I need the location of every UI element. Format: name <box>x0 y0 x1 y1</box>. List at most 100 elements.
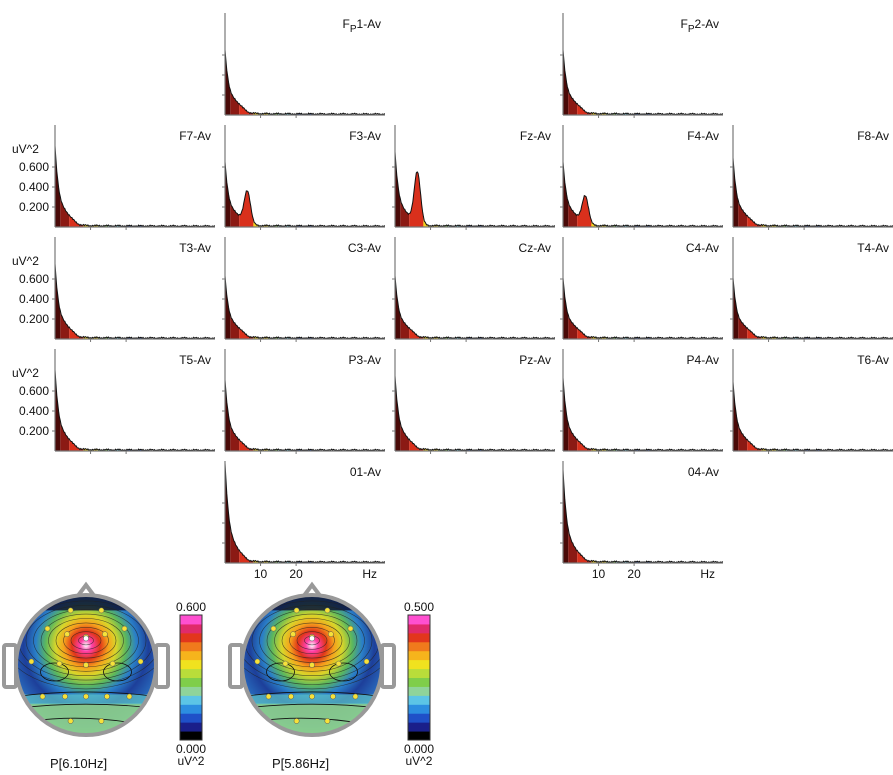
spectrum-line <box>562 377 723 452</box>
panel-label: P3-Av <box>349 353 381 367</box>
spectrum-panel: Pz-Av <box>392 349 555 454</box>
topo-frontal-low <box>16 595 156 611</box>
contour-line <box>251 604 373 676</box>
electrode-dot <box>67 718 74 724</box>
band-area <box>239 327 254 339</box>
colorbar-segment <box>408 668 430 678</box>
colorbar-segment <box>408 632 430 643</box>
band-area <box>60 196 70 227</box>
colorbar-unit-label: uV^2 <box>178 754 205 768</box>
spectrum-panel: P4-Av <box>560 349 723 454</box>
electrode-dot <box>293 607 300 614</box>
spectrum-line <box>54 263 215 340</box>
contour-line <box>33 609 139 672</box>
band-area <box>747 439 762 451</box>
y-unit-label: uV^2 <box>12 142 39 156</box>
spectrum-line <box>224 379 385 452</box>
colorbar-unit-label: uV^2 <box>406 754 433 768</box>
band-area <box>409 439 424 451</box>
spectrum-line <box>224 275 385 340</box>
contour-line <box>259 609 365 672</box>
nose <box>301 581 323 599</box>
contour-line <box>281 622 343 659</box>
spectrum-panel: Cz-Av <box>392 237 555 342</box>
band-area <box>747 327 762 339</box>
electrode-dot <box>83 662 89 668</box>
spectrum-line <box>394 375 555 452</box>
electrode-dot <box>309 693 315 700</box>
head-outline <box>240 593 384 737</box>
peak-marker <box>309 635 315 642</box>
electrode-dot <box>324 718 331 724</box>
panel-label: T6-Av <box>857 353 889 367</box>
spectrum-panel: Fz-Av <box>392 125 555 230</box>
electrode-dot <box>121 625 128 632</box>
y-tick-label: 0.200 <box>19 200 49 214</box>
band-area <box>409 327 424 339</box>
band-area <box>239 103 254 115</box>
spectrum-panel: FP1-Av <box>222 13 385 118</box>
electrode-dot <box>44 625 51 632</box>
colorbar-min-label: 0.000 <box>176 742 206 756</box>
colorbar-segment <box>408 650 430 661</box>
panel-label: FP2-Av <box>681 17 719 35</box>
contour-line <box>16 595 156 690</box>
electrode-dot <box>352 693 359 700</box>
x-unit-label: Hz <box>700 567 715 581</box>
electrode-dot <box>324 607 331 614</box>
panel-label: P4-Av <box>687 353 719 367</box>
peak-marker <box>83 635 89 642</box>
contour-line <box>55 622 117 659</box>
electrode-dot <box>293 718 300 724</box>
contour-line <box>266 662 295 682</box>
electrode-dot <box>309 662 315 668</box>
spectrum-panel: T3-Av uV^2 0.200 0.400 0.600 <box>12 237 215 342</box>
electrode-dot <box>363 658 370 665</box>
spectrum-panel: T5-Av uV^2 0.200 0.400 0.600 <box>12 349 215 454</box>
spectrum-panel: F7-Av uV^2 0.200 0.400 0.600 <box>12 125 215 230</box>
x-unit-label: Hz <box>362 567 377 581</box>
band-area <box>747 215 762 227</box>
band-area <box>577 550 592 563</box>
panel-label: T3-Av <box>179 241 211 255</box>
electrode-dot <box>83 693 89 700</box>
electrode-dot <box>67 607 74 614</box>
colorbar-segment <box>180 668 202 678</box>
panel-label: C4-Av <box>686 241 719 255</box>
spectrum-panel: 04-Av 10 20 Hz <box>560 461 723 581</box>
y-tick-label: 0.400 <box>19 404 49 418</box>
spectrum-line <box>732 157 893 228</box>
colorbar-segment <box>408 641 430 652</box>
map-caption-1: P[6.10Hz] <box>50 756 108 771</box>
band-area <box>69 438 84 451</box>
band-area <box>591 220 606 227</box>
band-area <box>577 439 592 451</box>
contour-line <box>16 691 156 697</box>
colorbar-segment <box>408 659 430 670</box>
electrode-dot <box>330 693 336 700</box>
spectrum-panel: P3-Av <box>222 349 385 454</box>
spectrum-panel: F4-Av <box>560 125 723 230</box>
panel-label: T5-Av <box>179 353 211 367</box>
contour-line <box>289 626 335 654</box>
electrode-dot <box>39 693 46 700</box>
colorbar-segment <box>180 722 202 732</box>
spectrum-panel: C3-Av <box>222 237 385 342</box>
colorbar-segment <box>408 704 430 714</box>
colorbar-segment <box>408 731 430 741</box>
band-area <box>239 190 254 227</box>
band-area <box>568 528 578 563</box>
spectrum-line <box>224 49 385 116</box>
electrode-dot <box>270 625 277 632</box>
electrode-dot <box>126 693 133 700</box>
panel-label: F8-Av <box>857 129 889 143</box>
electrode-dot <box>282 660 289 667</box>
electrode-dot <box>347 625 354 632</box>
colorbar-segment <box>180 623 202 634</box>
spectrum-panel: 01-Av 10 20 Hz <box>222 461 385 581</box>
electrode-dot <box>137 658 144 665</box>
y-tick-label: 0.200 <box>19 312 49 326</box>
electrode-dot <box>254 658 261 665</box>
band-area <box>60 420 70 451</box>
